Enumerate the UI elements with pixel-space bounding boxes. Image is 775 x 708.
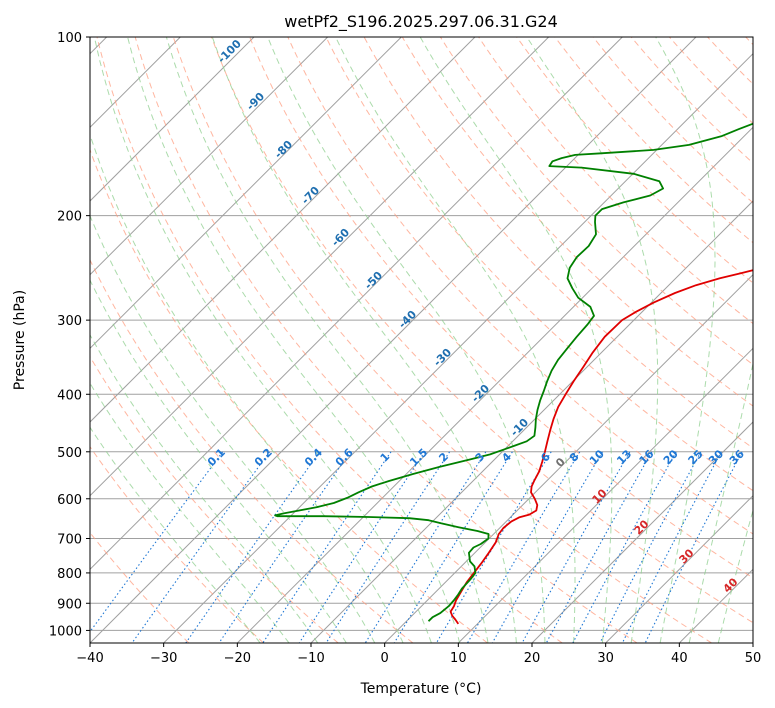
isotherm-line xyxy=(90,37,476,423)
mixing-ratio-line xyxy=(435,451,552,643)
dry-adiabat-line xyxy=(401,37,753,407)
x-tick-label: 10 xyxy=(450,651,467,666)
x-tick-label: 0 xyxy=(381,651,389,666)
moist-adiabat-line xyxy=(717,508,753,643)
mixing-ratio-line xyxy=(185,451,321,643)
isotherm-line xyxy=(90,37,623,571)
dewpoint-trace xyxy=(274,122,753,622)
y-tick-label: 900 xyxy=(57,597,82,612)
axes-frame xyxy=(89,36,754,644)
isotherm-line xyxy=(236,126,753,643)
x-tick-label: −10 xyxy=(297,651,324,666)
isotherm-line xyxy=(384,273,753,643)
x-axis-ticks: −40 −30 −20 −10 0 10 20 30 40 50 xyxy=(76,643,761,666)
mixing-ratio-line xyxy=(572,451,677,643)
x-tick-label: −20 xyxy=(224,651,251,666)
moist-adiabat-line xyxy=(90,133,404,643)
isotherm-line xyxy=(90,37,697,643)
moist-adiabat-line xyxy=(90,382,290,643)
sounding-traces xyxy=(274,122,753,625)
dry-adiabat-line xyxy=(592,37,753,204)
dry-adiabat-line xyxy=(90,258,414,643)
dry-adiabat-line xyxy=(90,445,264,643)
dry-adiabat-line xyxy=(249,37,753,579)
chart-title: wetPf2_S196.2025.297.06.31.G24 xyxy=(284,12,558,32)
mixing-ratio-line xyxy=(298,451,426,643)
moist-adiabat-line xyxy=(90,333,319,643)
mixing-ratio-line xyxy=(131,451,271,643)
dry-adiabat-line xyxy=(630,37,753,164)
moist-adiabat-line xyxy=(688,361,753,643)
dry-adiabat-line xyxy=(516,37,753,284)
y-tick-label: 200 xyxy=(57,210,82,225)
moist-adiabat-line xyxy=(90,214,376,643)
x-tick-label: 40 xyxy=(671,651,688,666)
dry-adiabat-line xyxy=(211,37,753,624)
moist-adiabat-line xyxy=(526,37,659,643)
dry-adiabat-line xyxy=(478,37,753,325)
moist-adiabat-line xyxy=(655,37,716,643)
mixing-ratio-line xyxy=(218,451,351,643)
isotherm-line xyxy=(531,421,753,643)
temperature-trace xyxy=(449,269,753,625)
moist-adiabat-line xyxy=(90,279,347,643)
y-tick-label: 1000 xyxy=(49,624,82,639)
mixing-ratio-line xyxy=(599,451,702,643)
dry-adiabat-line xyxy=(363,37,753,449)
moist-adiabat-line xyxy=(90,426,261,643)
dry-adiabat-line xyxy=(96,37,563,643)
x-axis-label: Temperature (°C) xyxy=(360,681,482,697)
isotherm-line xyxy=(90,37,255,202)
y-axis-label: Pressure (hPa) xyxy=(12,290,28,390)
axes-background xyxy=(90,37,753,643)
y-tick-label: 600 xyxy=(57,493,82,508)
x-tick-label: 50 xyxy=(745,651,762,666)
moist-adiabat-line xyxy=(165,37,489,643)
dry-adiabat-line xyxy=(172,37,712,643)
dry-adiabat-line xyxy=(325,37,753,492)
y-tick-label: 800 xyxy=(57,567,82,582)
isotherm-line xyxy=(605,494,753,643)
x-tick-label: −40 xyxy=(76,651,103,666)
dry-adiabat-line xyxy=(134,37,638,643)
mixing-ratio-line xyxy=(90,451,224,633)
y-tick-label: 400 xyxy=(57,388,82,403)
y-axis-ticks: 100 200 300 400 500 600 700 800 900 1000 xyxy=(49,31,90,639)
x-tick-label: −30 xyxy=(150,651,177,666)
mixing-ratio-line xyxy=(644,451,743,643)
y-tick-label: 500 xyxy=(57,446,82,461)
mixing-ratio-line xyxy=(393,451,513,643)
mixing-ratio-line xyxy=(545,451,653,643)
x-tick-label: 30 xyxy=(597,651,614,666)
moist-adiabat-line xyxy=(335,37,576,643)
moist-adiabat-line xyxy=(127,37,461,643)
isotherm-line xyxy=(457,347,753,643)
x-tick-label: 20 xyxy=(524,651,541,666)
moist-adiabat-line xyxy=(267,37,546,643)
y-tick-label: 100 xyxy=(57,31,82,46)
y-tick-label: 300 xyxy=(57,314,82,329)
background-lines xyxy=(90,37,753,643)
mixing-ratio-line xyxy=(262,451,392,643)
moist-adiabat-line xyxy=(419,37,613,643)
moist-adiabat-line xyxy=(211,37,517,643)
mixing-ratio-line xyxy=(621,451,722,643)
moist-adiabat-line xyxy=(93,37,432,643)
plot-area: 0.1 0.2 0.4 0.6 1 1.5 2 3 4 6 8 10 13 16 20 25 30 36-100-… xyxy=(89,36,754,644)
mixing-ratio-line xyxy=(521,451,631,643)
isotherm-line xyxy=(90,37,550,497)
isotherm-line xyxy=(90,37,402,350)
y-tick-label: 700 xyxy=(57,533,82,548)
isotherm-line xyxy=(90,37,329,276)
isotherm-line xyxy=(163,52,753,643)
